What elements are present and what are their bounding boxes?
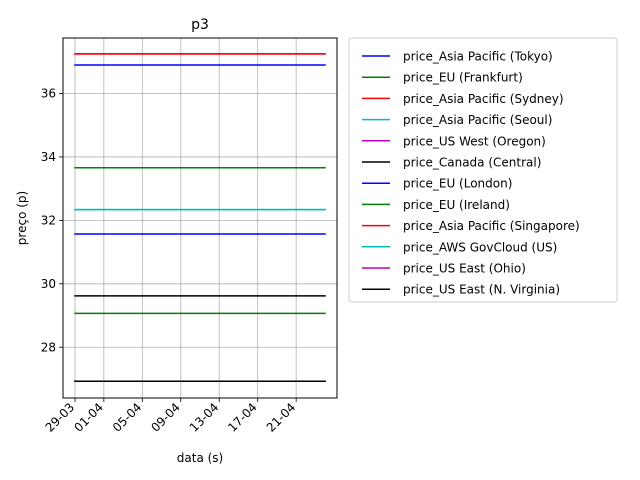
y-tick-label: 32 <box>41 213 56 227</box>
legend-label: price_EU (Frankfurt) <box>403 71 523 85</box>
x-tick-label: 05-04 <box>110 400 145 435</box>
y-tick-label: 36 <box>41 87 56 101</box>
series-layer <box>74 53 326 382</box>
y-tick-label: 34 <box>41 150 56 164</box>
chart-title: p3 <box>191 17 209 33</box>
x-tick-label: 29-03 <box>43 400 78 435</box>
legend-label: price_Asia Pacific (Tokyo) <box>403 50 553 64</box>
legend-frame <box>348 37 618 303</box>
legend: price_Asia Pacific (Tokyo) price_EU (Fran… <box>348 37 618 303</box>
legend-label: price_EU (Ireland) <box>403 198 510 212</box>
legend-label: price_Asia Pacific (Sydney) <box>403 92 564 106</box>
y-tick-label: 30 <box>41 277 56 291</box>
legend-label: price_EU (London) <box>403 177 512 191</box>
legend-label: price_AWS GovCloud (US) <box>403 240 557 254</box>
x-tick-label: 13-04 <box>187 400 222 435</box>
plot-frame <box>62 37 338 399</box>
legend-label: price_US West (Oregon) <box>403 134 546 148</box>
x-axis-label: data (s) <box>177 451 223 465</box>
legend-label: price_Canada (Central) <box>403 156 541 170</box>
y-tick-label: 28 <box>41 340 56 354</box>
legend-label: price_US East (Ohio) <box>403 262 526 276</box>
x-tick-label: 01-04 <box>71 400 106 435</box>
legend-label: price_US East (N. Virginia) <box>403 283 560 297</box>
x-tick-label: 17-04 <box>225 400 260 435</box>
x-tick-label: 21-04 <box>264 400 299 435</box>
y-axis: 28 30 32 34 36 <box>41 87 63 354</box>
x-tick-label: 09-04 <box>148 400 183 435</box>
y-axis-label: preço (p) <box>15 191 29 245</box>
legend-label: price_Asia Pacific (Singapore) <box>403 219 580 233</box>
grid <box>63 38 337 398</box>
legend-label: price_Asia Pacific (Seoul) <box>403 113 552 127</box>
